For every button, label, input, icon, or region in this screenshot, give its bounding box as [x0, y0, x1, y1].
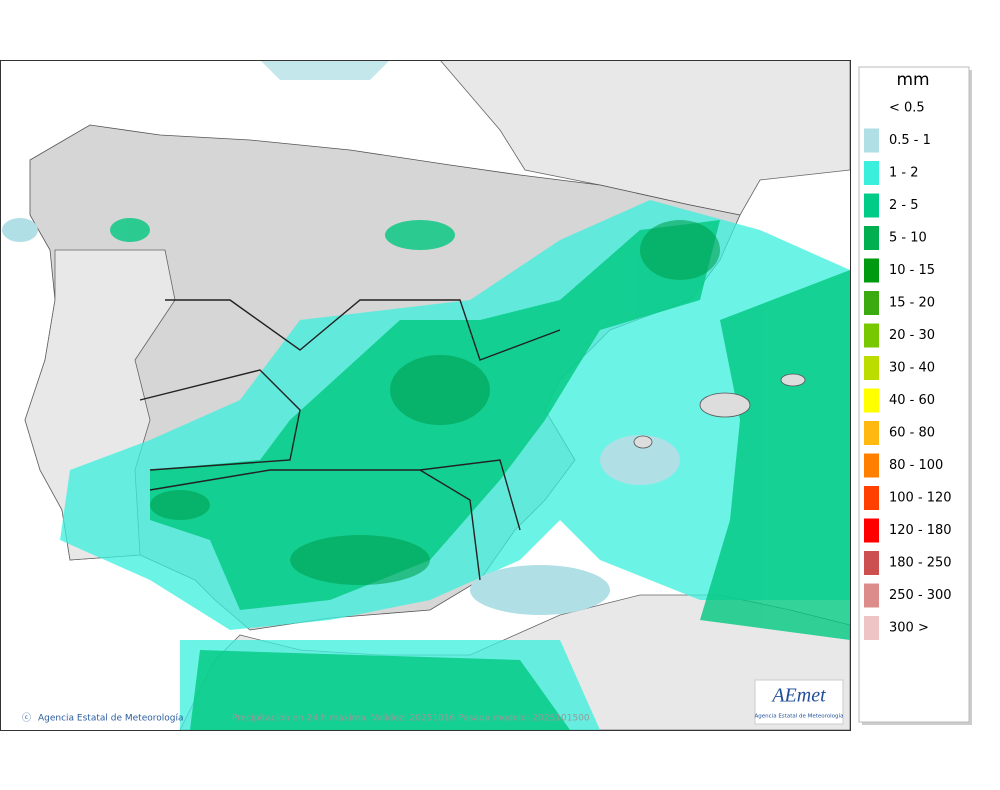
legend-label: < 0.5: [889, 101, 925, 116]
legend-swatch: [864, 388, 879, 413]
legend-swatch: [864, 258, 879, 283]
legend-swatch: [864, 616, 879, 640]
legend-label: 40 - 60: [889, 393, 935, 408]
legend-label: 300 >: [889, 621, 929, 636]
copyright-symbol: ⓒ: [22, 713, 31, 724]
legend-swatch: [864, 583, 879, 608]
legend-label: 1 - 2: [889, 166, 919, 181]
legend-label: 80 - 100: [889, 458, 943, 473]
legend-label: 10 - 15: [889, 263, 935, 278]
legend-swatch: [864, 356, 879, 380]
legend-swatch: [864, 128, 879, 153]
logo-box: [754, 679, 844, 725]
legend-label: 2 - 5: [889, 198, 919, 213]
legend-label: 250 - 300: [889, 588, 952, 603]
legend: mm < 0.5 0.5 - 1 1 - 2 2 - 5 5 - 10 10 - 15 15…: [858, 66, 972, 725]
legend-swatch: [864, 226, 879, 250]
legend-label: 5 - 10: [889, 231, 927, 246]
region-borders: [139, 299, 561, 581]
legend-swatch: [864, 551, 879, 575]
legend-label: 100 - 120: [889, 491, 952, 506]
legend-title: mm: [896, 70, 929, 90]
legend-label: 180 - 250: [889, 556, 952, 571]
legend-label: 120 - 180: [889, 523, 952, 538]
legend-swatch: [864, 486, 879, 510]
logo-name: AEmet: [770, 685, 826, 707]
legend-swatch: [864, 323, 879, 348]
menorca: [780, 373, 806, 387]
legend-label: 20 - 30: [889, 328, 935, 343]
ibiza: [633, 435, 653, 449]
mallorca: [699, 392, 751, 418]
legend-swatch: [864, 518, 879, 543]
legend-label: 30 - 40: [889, 361, 935, 376]
precip-trace: [2, 218, 680, 615]
legend-label: 60 - 80: [889, 426, 935, 441]
legend-label: 0.5 - 1: [889, 133, 931, 148]
logo: AEmet Agencia Estatal de Meteorología: [754, 679, 844, 725]
legend-swatch: [864, 453, 879, 478]
precip-heavy: [150, 220, 720, 585]
caption: Precipitación en 24 h máxima. Validez: 2…: [232, 713, 590, 724]
legend-swatch: [864, 291, 879, 315]
legend-swatch: [864, 161, 879, 185]
legend-swatch: [864, 421, 879, 445]
legend-label: 15 - 20: [889, 296, 935, 311]
map: ⓒ Agencia Estatal de Meteorología Precip…: [0, 60, 851, 731]
legend-swatch: [864, 193, 879, 218]
agency-credit: Agencia Estatal de Meteorología: [38, 714, 184, 724]
logo-subtitle: Agencia Estatal de Meteorología: [755, 713, 844, 720]
